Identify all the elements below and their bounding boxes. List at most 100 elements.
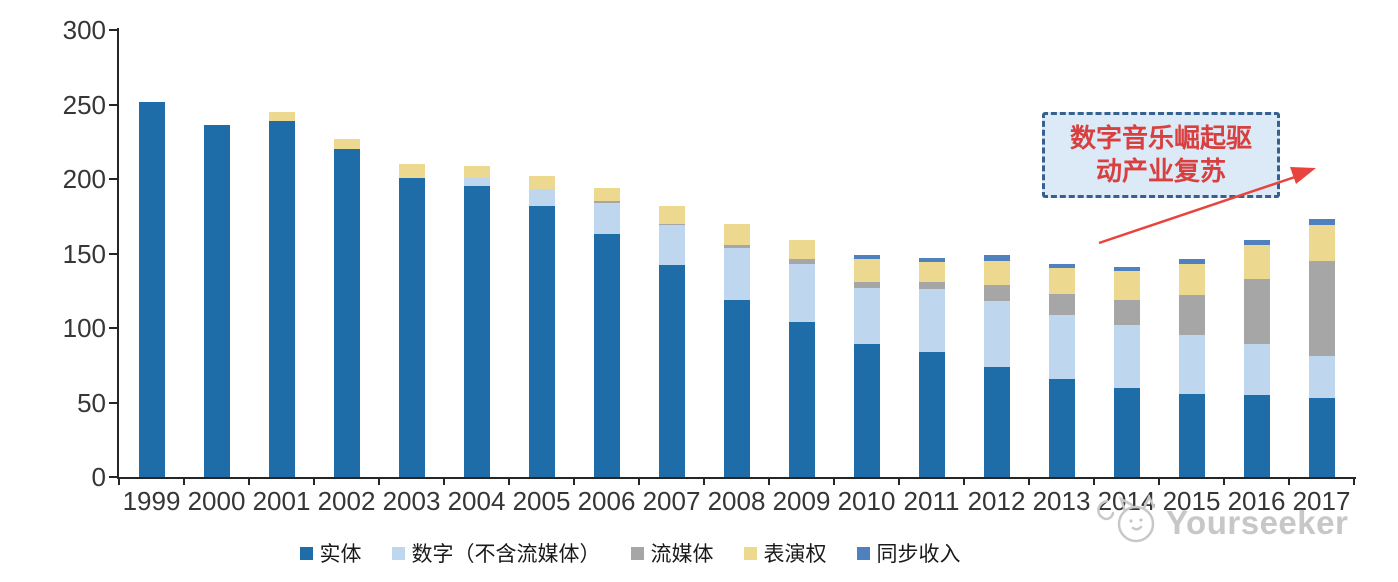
bar-segment [788,240,815,260]
x-tick [638,477,640,485]
bar-2002 [333,138,360,477]
x-tick-label: 2003 [382,486,441,516]
legend-label: 同步收入 [876,543,961,566]
bar-2010 [853,255,880,477]
annotation-text-line1: 数字音乐崛起驱 [1069,122,1252,153]
bar-2007 [658,205,685,477]
x-tick-label: 2009 [772,486,831,516]
bar-segment [918,351,945,477]
bar-segment [1308,398,1335,477]
x-tick [1158,477,1160,485]
bar-segment [1243,395,1270,477]
x-tick-label: 2004 [447,486,506,516]
bar-2008 [723,223,750,477]
x-tick [118,477,120,485]
x-tick [1093,477,1095,485]
bar-segment [1048,263,1075,269]
legend-label: 数字（不含流媒体） [411,543,601,566]
y-tick-label: 200 [62,164,106,194]
x-tick-label: 2007 [642,486,701,516]
x-tick-label: 2017 [1292,486,1351,516]
y-tick-label: 150 [62,238,106,269]
x-tick [508,477,510,485]
bar-segment [528,205,555,477]
x-tick [313,477,315,485]
bar-segment [1243,278,1270,345]
bar-segment [983,301,1010,367]
bar-segment [528,189,555,206]
bar-2005 [528,176,555,477]
bar-segment [463,186,490,477]
x-tick-label: 2016 [1227,486,1286,516]
x-tick-label: 1999 [122,486,181,516]
bar-segment [1048,293,1075,315]
x-tick [898,477,900,485]
bar-segment [853,344,880,477]
bar-segment [853,287,880,345]
x-tick [1028,477,1030,485]
y-tick [109,103,117,106]
bar-segment [1243,244,1270,279]
bar-2006 [593,187,620,477]
x-tick-label: 2000 [187,486,246,516]
annotation-callout: 数字音乐崛起驱 动产业复苏 [1042,112,1280,198]
bar-2012 [983,255,1010,477]
bar-2014 [1113,266,1140,477]
bar-segment [1308,356,1335,399]
bar-2000 [203,125,230,477]
bar-segment [1178,393,1205,477]
y-tick [109,327,117,329]
legend-item-4: 表演权 [743,538,827,568]
bar-segment [918,281,945,290]
x-tick [183,477,185,485]
bar-segment [918,262,945,282]
bar-segment [918,258,945,263]
bar-segment [1178,335,1205,394]
bar-segment [1113,325,1140,388]
y-tick [109,178,117,180]
bar-segment [1048,314,1075,379]
y-tick [109,401,117,404]
bar-2013 [1048,263,1075,477]
x-tick [703,477,705,485]
bar-segment [853,255,880,260]
x-tick-label: 2008 [707,486,766,516]
legend-swatch-icon [630,546,644,560]
x-tick [833,477,835,485]
y-tick [109,29,117,31]
bar-segment [1113,266,1140,272]
x-tick-label: 2010 [837,486,896,516]
bar-segment [1243,344,1270,396]
legend-swatch-icon [299,546,313,560]
x-axis-line [117,477,1356,479]
bar-segment [268,120,295,477]
legend-swatch-icon [856,546,870,560]
bar-segment [723,223,750,245]
x-tick-label: 2001 [252,486,311,516]
bar-segment [658,265,685,477]
legend-label: 流媒体 [650,543,714,566]
annotation-text-line2: 动产业复苏 [1095,156,1226,186]
y-tick-label: 0 [91,462,106,492]
x-tick-label: 2006 [577,486,636,516]
bar-segment [203,125,230,477]
bar-1999 [138,101,165,477]
bar-segment [268,111,295,121]
bar-segment [398,177,425,477]
bar-segment [983,255,1010,261]
bar-2016 [1243,240,1270,477]
legend-item-1: 实体 [299,538,362,568]
bar-2009 [788,240,815,477]
bar-2011 [918,258,945,477]
bar-segment [788,322,815,477]
bar-segment [463,177,490,187]
bar-segment [333,149,360,477]
x-tick [248,477,250,485]
watermark: Yourseeker [1092,494,1348,551]
x-tick-label: 2012 [967,486,1026,516]
x-tick [443,477,445,485]
bar-2017 [1308,219,1335,477]
x-tick-label: 2002 [317,486,376,516]
x-tick [963,477,965,485]
